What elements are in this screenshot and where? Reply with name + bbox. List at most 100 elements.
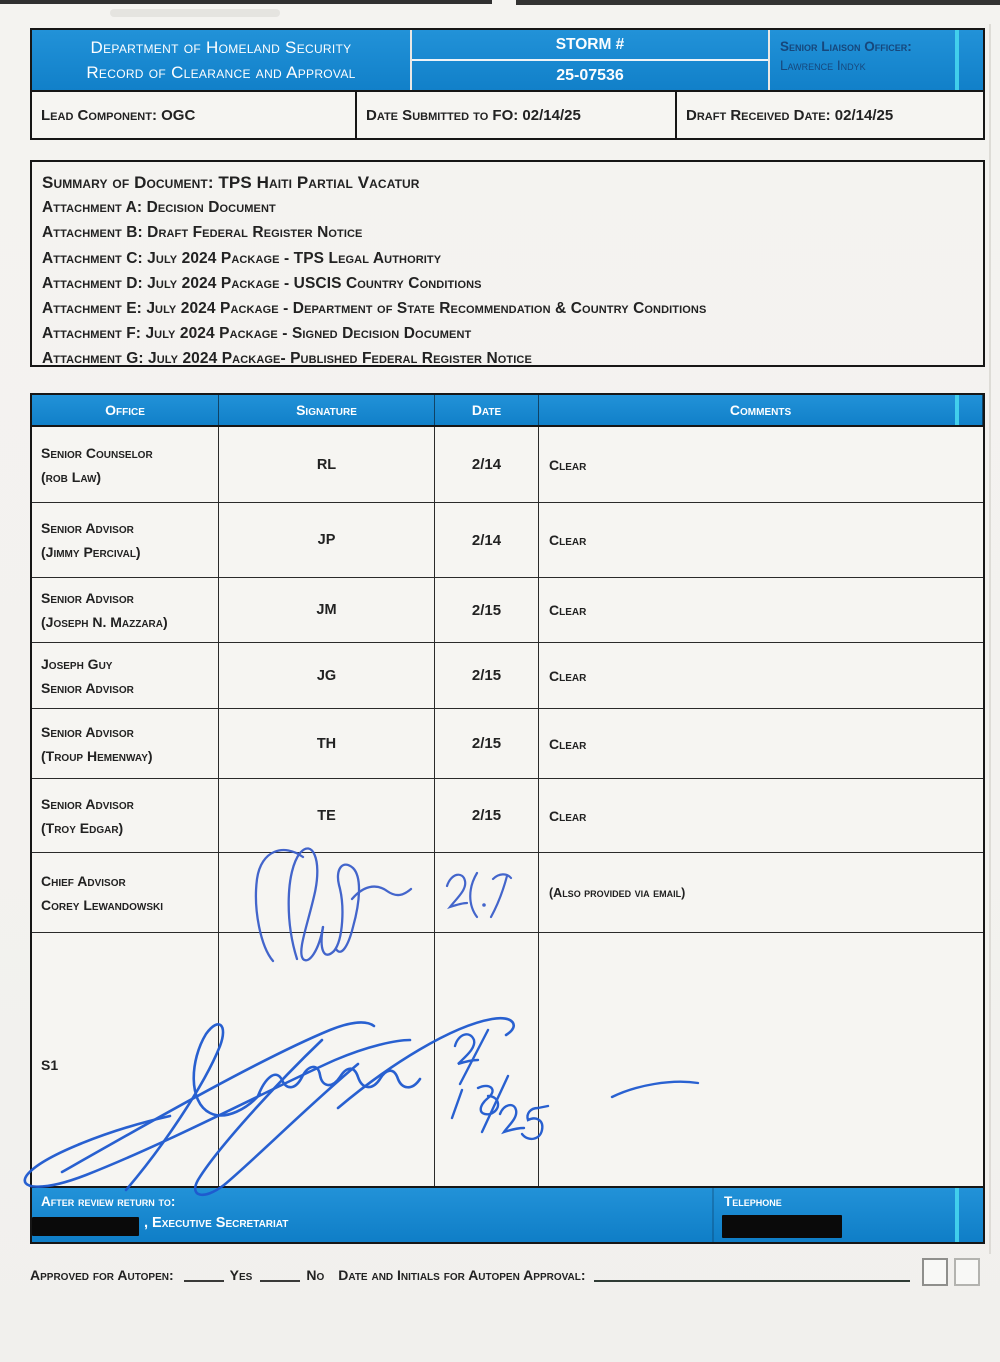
lead-component-field: Lead Component: OGC: [32, 92, 357, 138]
no-blank-line: [260, 1266, 301, 1282]
header-white-row: Lead Component: OGC Date Submitted to FO…: [32, 90, 983, 138]
column-header-comments: Comments: [539, 395, 983, 425]
date-value: 2/15: [435, 709, 539, 778]
table-row: Senior Advisor (Troy Edgar) TE 2/15 Clear: [32, 779, 983, 853]
autopen-approval-line: Approved for Autopen: Yes No Date and In…: [30, 1266, 910, 1283]
telephone-label: Telephone: [724, 1194, 782, 1209]
redaction-box-phone: [722, 1215, 842, 1238]
title-line2: Record of Clearance and Approval: [86, 63, 356, 82]
telephone-divider: [712, 1188, 714, 1242]
title-line1: Department of Homeland Security: [90, 38, 352, 57]
storm-label: STORM #: [412, 30, 768, 61]
column-header-signature: Signature: [219, 395, 435, 425]
office-line1: Senior Advisor: [41, 520, 134, 536]
column-header-office: Office: [32, 395, 219, 425]
office-line2: Senior Advisor: [41, 679, 134, 696]
cyan-stripe: [955, 30, 959, 90]
handwritten-comment-area: [539, 933, 983, 1186]
handwritten-date-area: [435, 933, 539, 1186]
summary-title: Summary of Document: TPS Haiti Partial V…: [42, 173, 420, 192]
document-title: Department of Homeland Security Record o…: [32, 30, 412, 90]
cyan-stripe: [955, 1188, 959, 1242]
signature-initials: JM: [219, 578, 435, 642]
table-row: Chief Advisor Corey Lewandowski (Also pro…: [32, 853, 983, 933]
office-line2: (Jimmy Percival): [41, 544, 141, 560]
office-line2: Corey Lewandowski: [41, 896, 163, 913]
no-label: No: [306, 1267, 325, 1283]
storm-number-cell: STORM # 25-07536: [412, 30, 770, 90]
date-initials-blank-line: [593, 1266, 910, 1282]
office-s1-label: S1: [32, 933, 219, 1186]
storm-number: 25-07536: [556, 66, 624, 84]
autopen-label: Approved for Autopen:: [30, 1267, 174, 1283]
scan-artifact-edge-line: [989, 24, 991, 1254]
header-blue-row: Department of Homeland Security Record o…: [32, 30, 983, 90]
table-row: Senior Counselor (rob Law) RL 2/14 Clear: [32, 427, 983, 503]
signature-initials: RL: [219, 427, 435, 502]
attachment-g: Attachment G: July 2024 Package- Publish…: [42, 350, 532, 368]
scan-artifact-smudge: [110, 9, 280, 17]
table-row: Senior Advisor (Troup Hemenway) TH 2/15 C…: [32, 709, 983, 779]
handwritten-signature-area: [219, 853, 435, 932]
date-value: 2/15: [435, 779, 539, 852]
comment-value: Clear: [549, 735, 587, 752]
attachment-a: Attachment A: Decision Document: [42, 199, 276, 217]
attachment-f: Attachment F: July 2024 Package - Signed…: [42, 325, 472, 343]
comment-value: Clear: [549, 532, 587, 548]
date-value: 2/14: [435, 427, 539, 502]
comment-value: Clear: [549, 456, 587, 473]
liaison-cell: Senior Liaison Officer: Lawrence Indyk: [770, 30, 983, 90]
date-initials-label: Date and Initials for Autopen Approval:: [338, 1267, 586, 1283]
attachment-b: Attachment B: Draft Federal Register Not…: [42, 224, 363, 242]
scan-artifact-top-strip: [0, 0, 492, 4]
date-value: 2/15: [435, 643, 539, 708]
autopen-checkbox-1: [922, 1258, 948, 1286]
column-header-date: Date: [435, 395, 539, 425]
scan-artifact-top-strip: [516, 0, 1000, 5]
office-line1: Senior Advisor: [41, 795, 134, 812]
yes-blank-line: [183, 1266, 224, 1282]
signature-initials: JP: [219, 503, 435, 577]
date-value: 2/14: [435, 503, 539, 577]
office-line1: Senior Counselor: [41, 444, 153, 461]
redaction-box-name: [32, 1217, 139, 1236]
signature-initials: TH: [219, 709, 435, 778]
header-table: Department of Homeland Security Record o…: [30, 28, 985, 140]
office-line2: (Joseph N. Mazzara): [41, 614, 168, 630]
table-row: Senior Advisor (Joseph N. Mazzara) JM 2/1…: [32, 578, 983, 643]
attachment-d: Attachment D: July 2024 Package - USCIS …: [42, 274, 482, 292]
table-row: Senior Advisor (Jimmy Percival) JP 2/14 C…: [32, 503, 983, 578]
office-line2: (rob Law): [41, 468, 102, 485]
summary-box: Summary of Document: TPS Haiti Partial V…: [30, 160, 985, 367]
footer-bar: After review return to: , Executive Secr…: [32, 1188, 983, 1242]
date-value: 2/15: [435, 578, 539, 642]
office-line1: Senior Advisor: [41, 723, 134, 740]
comment-value: Clear: [549, 602, 587, 618]
return-to-label: After review return to:: [41, 1194, 176, 1209]
office-line1: Senior Advisor: [41, 590, 134, 606]
clearance-table: Office Signature Date Comments Senior Co…: [30, 393, 985, 1244]
autopen-checkbox-2: [954, 1258, 980, 1286]
office-line1: Joseph Guy: [41, 655, 113, 672]
office-line1: Chief Advisor: [41, 872, 126, 889]
comment-value: (Also provided via email): [549, 885, 686, 900]
cyan-stripe: [955, 395, 959, 425]
table-row-s1: S1: [32, 933, 983, 1188]
signature-initials: TE: [219, 779, 435, 852]
executive-secretariat-label: , Executive Secretariat: [144, 1215, 289, 1231]
comment-value: Clear: [549, 667, 587, 684]
office-line2: (Troup Hemenway): [41, 747, 153, 764]
attachment-e: Attachment E: July 2024 Package - Depart…: [42, 300, 707, 318]
handwritten-signature-area: [219, 933, 435, 1186]
table-header-row: Office Signature Date Comments: [32, 395, 983, 427]
comment-value: Clear: [549, 807, 587, 824]
table-row: Joseph Guy Senior Advisor JG 2/15 Clear: [32, 643, 983, 709]
draft-received-field: Draft Received Date: 02/14/25: [686, 106, 894, 124]
yes-label: Yes: [229, 1267, 253, 1283]
date-submitted-field: Date Submitted to FO: 02/14/25: [357, 92, 677, 138]
handwritten-date-area: [435, 853, 539, 932]
signature-initials: JG: [219, 643, 435, 708]
office-line2: (Troy Edgar): [41, 819, 124, 836]
liaison-label: Senior Liaison Officer:: [780, 39, 912, 54]
